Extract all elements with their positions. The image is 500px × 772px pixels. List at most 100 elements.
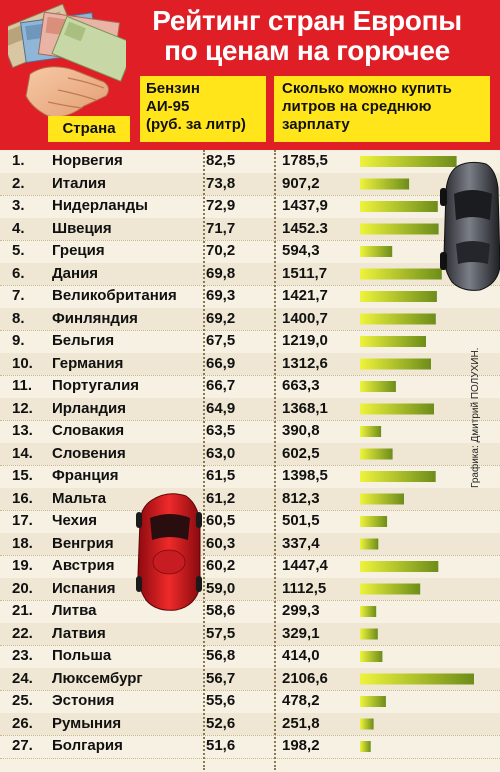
row-price: 60,3: [206, 534, 236, 552]
row-liters: 2106,6: [282, 669, 328, 687]
row-liters: 478,2: [282, 692, 320, 709]
row-price: 59,0: [206, 579, 236, 597]
row-rank: 27.: [12, 737, 33, 754]
row-price: 63,0: [206, 444, 236, 462]
row-country: Люксембург: [52, 669, 143, 687]
row-liters: 812,3: [282, 489, 320, 507]
graphics-credit: Графика: Дмитрий ПОЛУХИН.: [470, 347, 481, 488]
liters-bar: [360, 741, 371, 752]
row-price: 71,7: [206, 219, 236, 237]
row-rank: 21.: [12, 602, 33, 619]
row-country: Великобритания: [52, 287, 177, 304]
row-rank: 2.: [12, 174, 25, 192]
row-liters: 1368,1: [282, 399, 328, 417]
row-liters: 1112,5: [282, 579, 327, 597]
row-separator: [0, 757, 500, 759]
row-separator: [0, 375, 500, 376]
row-rank: 11.: [12, 377, 33, 394]
row-country: Бельгия: [52, 332, 115, 349]
row-price: 57,5: [206, 624, 236, 642]
row-separator: [0, 600, 500, 601]
table-row: 11. Португалия 66,7 663,3: [0, 375, 500, 398]
row-country: Франция: [52, 467, 119, 484]
table-row: 21. Литва 58,6 299,3: [0, 600, 500, 623]
row-separator: [0, 690, 500, 691]
row-rank: 7.: [12, 287, 25, 304]
row-price: 73,8: [206, 174, 236, 192]
liters-bar: [360, 381, 396, 392]
row-country: Германия: [52, 354, 124, 372]
row-separator: [0, 555, 500, 556]
row-rank: 24.: [12, 669, 33, 687]
liters-bar: [360, 493, 404, 505]
row-liters: 390,8: [282, 422, 320, 439]
row-country: Латвия: [52, 624, 106, 642]
liters-header-line-1: Сколько можно купить: [282, 80, 452, 97]
row-price: 60,5: [206, 512, 236, 529]
row-country: Испания: [52, 579, 116, 597]
liters-bar: [360, 471, 436, 482]
row-liters: 594,3: [282, 242, 320, 259]
row-country: Венгрия: [52, 534, 114, 552]
row-liters: 198,2: [282, 737, 320, 754]
liters-bar: [360, 606, 377, 617]
row-liters: 329,1: [282, 624, 320, 642]
row-rank: 14.: [12, 444, 33, 462]
column-header-liters: Сколько можно купить литров на среднюю з…: [274, 76, 490, 142]
liters-bar: [360, 178, 410, 190]
row-country: Болгария: [52, 737, 123, 754]
liters-bar: [360, 313, 436, 325]
price-header-line-3: (руб. за литр): [146, 116, 246, 133]
red-car-illustration: [136, 493, 202, 611]
liters-bar: [360, 538, 379, 550]
table-row: 1. Норвегия 82,5 1785,5: [0, 150, 500, 173]
row-separator: [0, 465, 500, 466]
row-separator: [0, 645, 500, 646]
row-price: 66,7: [206, 377, 236, 394]
row-country: Румыния: [52, 714, 122, 732]
liters-bar: [360, 223, 439, 235]
row-country: Финляндия: [52, 309, 138, 327]
row-liters: 1437,9: [282, 197, 328, 214]
table-row: 9. Бельгия 67,5 1219,0: [0, 330, 500, 353]
liters-bar: [360, 561, 439, 572]
table-row: 17. Чехия 60,5 501,5: [0, 510, 500, 533]
price-header-line-2: АИ-95: [146, 98, 190, 115]
column-divider: [274, 150, 276, 770]
row-price: 58,6: [206, 602, 236, 619]
row-liters: 1511,7: [282, 264, 328, 282]
row-price: 61,2: [206, 489, 236, 507]
row-rank: 15.: [12, 467, 33, 484]
row-price: 56,8: [206, 647, 236, 664]
row-country: Швеция: [52, 219, 112, 237]
table-row: 15. Франция 61,5 1398,5: [0, 465, 500, 488]
liters-bar: [360, 516, 388, 527]
money-in-hand-illustration: [8, 4, 126, 118]
liters-bar: [360, 246, 393, 257]
row-country: Нидерланды: [52, 197, 148, 214]
liters-bar: [360, 201, 438, 212]
row-country: Португалия: [52, 377, 140, 394]
row-rank: 4.: [12, 219, 25, 237]
row-liters: 1312,6: [282, 354, 328, 372]
row-separator: [0, 285, 500, 286]
row-liters: 602,5: [282, 444, 320, 462]
title-line-2: по ценам на горючее: [164, 35, 450, 66]
row-country: Словения: [52, 444, 126, 462]
row-country: Мальта: [52, 489, 107, 507]
row-liters: 1398,5: [282, 467, 328, 484]
row-price: 56,7: [206, 669, 236, 687]
liters-bar: [360, 336, 426, 347]
row-rank: 20.: [12, 579, 33, 597]
row-rank: 19.: [12, 557, 33, 574]
row-liters: 337,4: [282, 534, 320, 552]
row-price: 69,8: [206, 264, 236, 282]
liters-bar: [360, 696, 386, 707]
row-liters: 1421,7: [282, 287, 328, 304]
row-country: Дания: [52, 264, 99, 282]
row-rank: 6.: [12, 264, 25, 282]
row-separator: [0, 510, 500, 511]
table-row: 19. Австрия 60,2 1447,4: [0, 555, 500, 578]
table-row: 23. Польша 56,8 414,0: [0, 645, 500, 668]
